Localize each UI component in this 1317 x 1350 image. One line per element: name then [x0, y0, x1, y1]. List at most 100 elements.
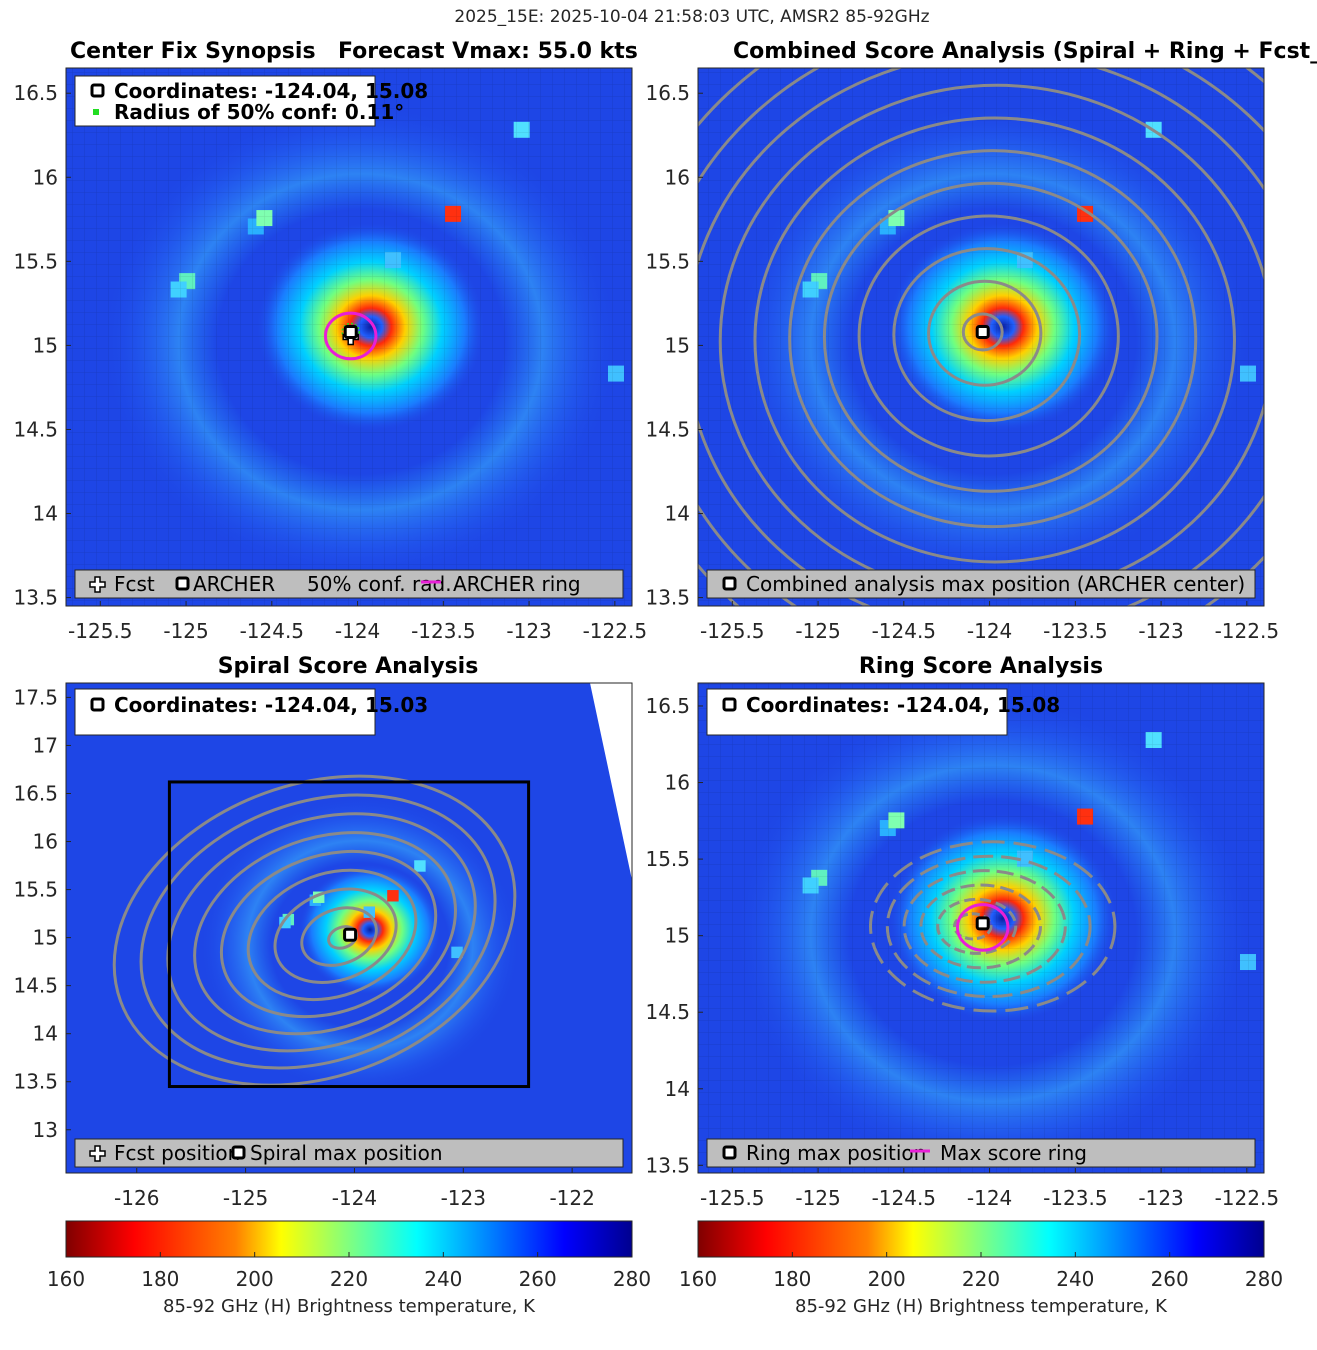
x-tick-label: -125: [795, 619, 840, 643]
x-tick-label: -123: [1138, 1186, 1183, 1210]
spiral-contour: [139, 793, 497, 1070]
colorbar-tick-label: 280: [1245, 1267, 1283, 1291]
ring-max-legend-icon: [722, 1145, 737, 1160]
score-contour: [961, 312, 1004, 352]
colorbar-right-label: 85-92 GHz (H) Brightness temperature, K: [795, 1296, 1168, 1317]
y-tick-label: 16: [665, 771, 690, 795]
score-contour: [753, 116, 1236, 564]
storm-core: [298, 864, 442, 995]
x-tick-label: -124: [335, 619, 380, 643]
x-tick-label: -122.5: [583, 619, 647, 643]
panel3-legend-spiral: Spiral max position: [250, 1141, 443, 1165]
colorbar-tick-label: 160: [47, 1267, 85, 1291]
x-tick-label: -122: [549, 1186, 594, 1210]
y-tick-label: 14.5: [645, 417, 690, 441]
spiral-marker-icon: [90, 697, 105, 712]
panel2-legend-box: [706, 569, 1256, 599]
cold-pixel: [363, 906, 376, 918]
x-tick-label: -123.5: [1043, 619, 1107, 643]
y-tick-label: 15.5: [645, 249, 690, 273]
y-tick-label: 14: [665, 1077, 690, 1101]
colorbar-tick-label: 280: [613, 1267, 651, 1291]
panel4-legend-box: [706, 1138, 1256, 1168]
colorbar-left-gradient: [65, 1220, 633, 1258]
colorbar-tick-label: 220: [962, 1267, 1000, 1291]
score-contour: [892, 247, 1082, 423]
panel4-coordinates: Coordinates: -124.04, 15.08: [746, 693, 1060, 717]
y-tick-label: 13: [33, 1118, 58, 1142]
ring-contour: [902, 869, 1067, 984]
panel-ring-score: Ring Score Analysis -125.5 -125 -124.5 -124…: [645, 654, 1279, 1210]
y-tick-label: 15: [665, 924, 690, 948]
y-tick-label: 15.5: [645, 847, 690, 871]
ring-contour: [885, 854, 1092, 999]
archer-ring: [956, 903, 1010, 952]
panel-spiral-score: Spiral Score Analysis -126 -125 -124 -123 -1…: [13, 654, 633, 1210]
y-tick-label: 13.5: [13, 586, 58, 610]
panel1-legend-box: [74, 569, 624, 599]
archer-ring: [324, 311, 378, 361]
ring-marker-icon: [722, 697, 737, 712]
figure-suptitle: 2025_15E: 2025-10-04 21:58:03 UTC, AMSR2…: [454, 7, 929, 27]
score-contour: [927, 279, 1043, 387]
colorbar-tick-label: 200: [868, 1267, 906, 1291]
x-tick-label: -123.5: [1043, 1186, 1107, 1210]
center-marker: [975, 916, 990, 931]
panel2-title: Combined Score Analysis (Spiral + Ring +…: [733, 39, 1317, 64]
x-tick-label: -125: [163, 619, 208, 643]
y-tick-label: 14.5: [645, 1000, 690, 1024]
colorbar-tick-label: 200: [236, 1267, 274, 1291]
x-tick-label: -124.5: [872, 1186, 936, 1210]
cold-pixel: [451, 946, 463, 959]
colorbar-left: 160 180 200 220 240 260 280 85-92 GHz (H) Brig…: [47, 1220, 651, 1317]
panel1-legend-conf: 50% conf. rad.: [307, 572, 452, 596]
panel1-title-right: Forecast Vmax: 55.0 kts: [338, 39, 638, 64]
x-tick-label: -123: [506, 619, 551, 643]
y-tick-label: 13.5: [645, 586, 690, 610]
combined-max-legend-icon: [722, 576, 737, 591]
panel3-swath-edge: [590, 683, 632, 880]
x-tick-label: -124: [332, 1186, 377, 1210]
colorbar-tick-label: 260: [1151, 1267, 1189, 1291]
y-tick-label: 13.5: [13, 1070, 58, 1094]
x-tick-label: -123.5: [411, 619, 475, 643]
panel2-axes-box: [697, 67, 1265, 607]
y-tick-label: 16.5: [645, 694, 690, 718]
colorbar-right-gradient: [697, 1220, 1265, 1258]
y-tick-label: 17: [33, 733, 58, 757]
y-tick-label: 16.5: [13, 781, 58, 805]
y-tick-label: 14.5: [13, 974, 58, 998]
x-tick-label: -123: [1138, 619, 1183, 643]
panel1-legend-archer: ARCHER: [193, 572, 275, 596]
cold-pixel: [312, 891, 325, 903]
spiral-contour: [300, 906, 378, 967]
score-contour: [857, 214, 1120, 458]
ring-contour: [953, 912, 993, 941]
panel1-confidence-radius: Radius of 50% conf: 0.11°: [114, 100, 404, 124]
panel3-info-box: [74, 688, 376, 736]
y-tick-label: 15: [33, 926, 58, 950]
spiral-contour: [166, 812, 477, 1053]
panel1-coordinates: Coordinates: -124.04, 15.08: [114, 79, 428, 103]
y-tick-label: 16: [33, 830, 58, 854]
panel3-coordinates: Coordinates: -124.04, 15.03: [114, 693, 428, 717]
score-contour: [788, 149, 1198, 529]
x-tick-label: -126: [114, 1186, 159, 1210]
spiral-max-legend-icon: [231, 1145, 246, 1160]
x-tick-label: -124.5: [872, 619, 936, 643]
x-tick-label: -125.5: [700, 1186, 764, 1210]
ring-contour: [936, 897, 1018, 955]
panel-combined-score: Combined Score Analysis (Spiral + Ring +…: [645, 39, 1317, 643]
spiral-contour: [112, 774, 517, 1087]
panel3-legend-box: [74, 1138, 624, 1168]
colorbar-tick-label: 180: [773, 1267, 811, 1291]
panel4-title: Ring Score Analysis: [859, 654, 1103, 679]
panel1-info-box: [74, 75, 376, 127]
colorbar-left-label: 85-92 GHz (H) Brightness temperature, K: [163, 1296, 536, 1317]
x-tick-label: -125.5: [700, 619, 764, 643]
ring-contour: [919, 883, 1043, 970]
cold-pixel: [414, 860, 426, 872]
panel1-title-left: Center Fix Synopsis: [70, 39, 316, 64]
colorbar-tick-label: 220: [330, 1267, 368, 1291]
